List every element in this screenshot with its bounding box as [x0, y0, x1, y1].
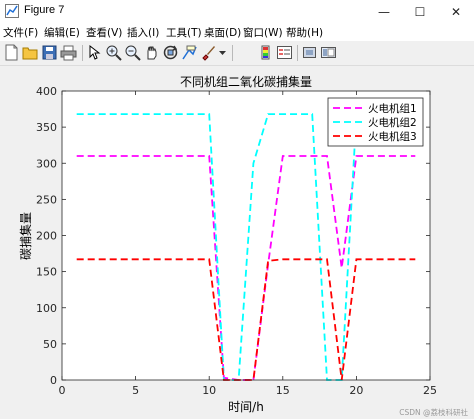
hide-plot-tools-icon[interactable] — [301, 44, 318, 61]
minimize-button[interactable]: — — [378, 4, 390, 19]
x-tick-label: 5 — [132, 384, 139, 397]
pan-icon[interactable] — [143, 44, 160, 61]
brush-dropdown-icon[interactable] — [218, 44, 227, 61]
x-axis-ticks: 0 5 10 15 20 25 — [59, 91, 437, 397]
legend-icon[interactable] — [276, 44, 293, 61]
chart-title: 不同机组二氧化碳捕集量 — [180, 74, 312, 89]
x-tick-label: 25 — [423, 384, 437, 397]
legend-label-1: 火电机组1 — [368, 102, 417, 115]
show-plot-tools-icon[interactable] — [320, 44, 337, 61]
toolbar-separator — [82, 45, 83, 61]
menu-window[interactable]: 窗口(W) — [243, 27, 283, 39]
watermark: CSDN @荔枝科研社 — [399, 407, 468, 417]
close-button[interactable]: ✕ — [450, 4, 462, 19]
rotate-icon[interactable] — [162, 44, 179, 61]
y-tick-label: 400 — [36, 85, 57, 98]
y-tick-label: 200 — [36, 230, 57, 243]
y-tick-label: 100 — [36, 302, 57, 315]
menu-file[interactable]: 文件(F) — [3, 27, 39, 39]
x-axis-label: 时间/h — [228, 400, 264, 414]
zoom-in-icon[interactable] — [105, 44, 122, 61]
figure-canvas: 不同机组二氧化碳捕集量 0 5 10 15 20 25 0 50 100 150 200 250 30… — [0, 66, 474, 419]
x-tick-label: 15 — [276, 384, 290, 397]
colorbar-icon[interactable] — [257, 44, 274, 61]
matlab-figure-icon — [5, 4, 19, 18]
y-tick-label: 0 — [50, 374, 57, 387]
pointer-icon[interactable] — [86, 44, 103, 61]
menu-view[interactable]: 查看(V) — [86, 27, 123, 39]
menu-tools[interactable]: 工具(T) — [166, 27, 202, 39]
y-tick-label: 300 — [36, 157, 57, 170]
y-tick-label: 150 — [36, 266, 57, 279]
menu-desktop[interactable]: 桌面(D) — [204, 27, 242, 39]
new-icon[interactable] — [3, 44, 20, 61]
x-tick-label: 10 — [202, 384, 216, 397]
y-tick-label: 350 — [36, 121, 57, 134]
legend-box — [327, 97, 424, 147]
toolbar-separator — [232, 45, 233, 61]
menu-insert[interactable]: 插入(I) — [127, 27, 160, 39]
legend-label-2: 火电机组2 — [368, 116, 417, 129]
save-icon[interactable] — [41, 44, 58, 61]
data-cursor-icon[interactable] — [181, 44, 198, 61]
y-tick-label: 250 — [36, 193, 57, 206]
y-axis-label: 碳捕集量 — [18, 212, 33, 260]
print-icon[interactable] — [60, 44, 77, 61]
zoom-out-icon[interactable] — [124, 44, 141, 61]
title-bar[interactable]: Figure 7 — ☐ ✕ — [0, 0, 474, 23]
menu-help[interactable]: 帮助(H) — [286, 27, 324, 39]
toolbar — [0, 41, 474, 66]
x-tick-label: 0 — [59, 384, 66, 397]
y-tick-label: 50 — [43, 338, 57, 351]
x-tick-label: 20 — [349, 384, 363, 397]
series-line-2 — [76, 113, 416, 381]
open-icon[interactable] — [22, 44, 39, 61]
legend-label-3: 火电机组3 — [368, 130, 417, 143]
y-axis-ticks: 0 50 100 150 200 250 300 350 400 — [36, 85, 430, 387]
brush-icon[interactable] — [200, 44, 217, 61]
window-title: Figure 7 — [24, 4, 65, 16]
menu-edit[interactable]: 编辑(E) — [44, 27, 80, 39]
menu-bar: 文件(F) 编辑(E) 查看(V) 插入(I) 工具(T) 桌面(D) 窗口(W… — [0, 23, 474, 41]
toolbar-separator — [297, 45, 298, 61]
maximize-button[interactable]: ☐ — [414, 4, 426, 19]
